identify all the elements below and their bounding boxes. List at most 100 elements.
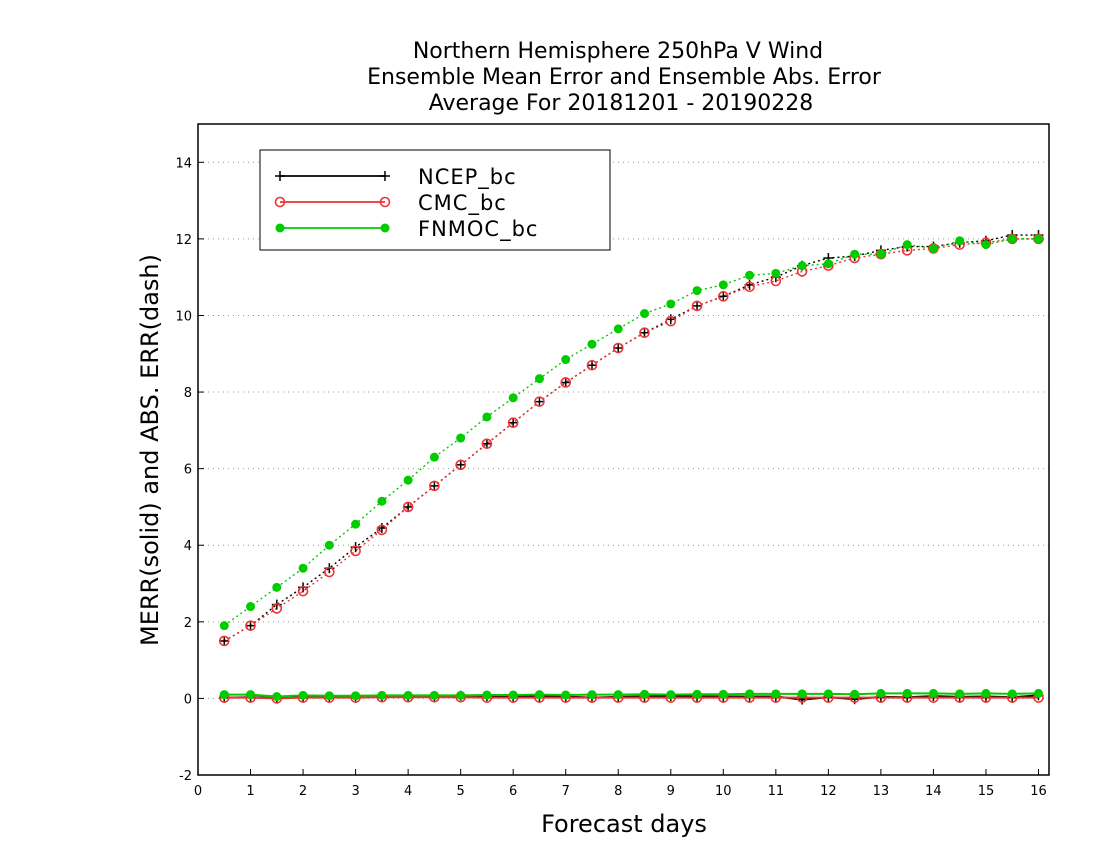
filled-circle-marker <box>351 519 361 529</box>
filled-circle-marker <box>561 355 571 365</box>
x-tick-label: 15 <box>978 784 995 799</box>
x-tick-label: 1 <box>246 784 254 799</box>
filled-circle-marker <box>876 249 886 259</box>
series-CMC_bc-mean-error <box>224 696 1039 700</box>
abs-error-line <box>223 238 1039 642</box>
x-tick-label: 3 <box>351 784 359 799</box>
filled-circle-marker <box>876 688 886 698</box>
filled-circle-marker <box>219 690 229 700</box>
open-circle-marker <box>218 635 230 647</box>
filled-circle-marker <box>377 496 387 506</box>
x-axis-label: Forecast days <box>541 810 707 838</box>
open-circle-marker <box>402 501 414 513</box>
filled-circle-marker <box>902 688 912 698</box>
open-circle-marker <box>718 291 729 302</box>
filled-circle-marker <box>666 299 676 309</box>
filled-circle-marker <box>955 236 965 246</box>
x-tick-label: 0 <box>194 784 202 799</box>
open-circle-marker <box>274 196 286 208</box>
y-tick-label: 6 <box>184 463 192 478</box>
filled-circle-marker <box>377 690 387 700</box>
x-tick-label: 12 <box>820 784 837 799</box>
open-circle-marker <box>586 359 598 371</box>
series-group <box>218 230 1044 705</box>
filled-circle-marker <box>275 223 285 233</box>
open-circle-marker <box>560 377 572 388</box>
filled-circle-marker <box>324 540 334 550</box>
filled-circle-marker <box>718 280 728 290</box>
abs-error-line <box>223 238 1039 627</box>
filled-circle-marker <box>403 690 413 700</box>
x-tick-label: 13 <box>873 784 890 799</box>
filled-circle-marker <box>246 690 256 700</box>
y-tick-label: 4 <box>184 539 192 554</box>
legend-item-FNMOC_bc: FNMOC_bc <box>275 217 538 242</box>
legend-box <box>259 149 611 251</box>
filled-circle-marker <box>955 689 965 699</box>
x-tick-label: 10 <box>715 784 732 799</box>
open-circle-marker <box>455 459 466 471</box>
x-tick-label: 9 <box>667 784 675 799</box>
chart-title-line-3: Average For 20181201 - 20190228 <box>429 91 814 116</box>
y-tick-label: -2 <box>179 769 192 784</box>
series-FNMOC_bc-abs-error <box>223 238 1039 627</box>
y-axis-label: MERR(solid) and ABS. ERR(dash) <box>136 254 164 646</box>
y-tick-label: 2 <box>184 616 192 631</box>
filled-circle-marker <box>1007 689 1017 699</box>
open-circle-marker <box>271 603 283 614</box>
series-CMC_bc-abs-error <box>223 238 1039 642</box>
filled-circle-marker <box>587 339 597 349</box>
open-circle-marker <box>744 281 755 293</box>
filled-circle-marker <box>534 374 544 384</box>
legend-label: FNMOC_bc <box>418 217 538 242</box>
y-axis-ticks: -2 0 2 4 6 8 10 12 14 <box>175 156 204 784</box>
y-tick-label: 14 <box>175 156 192 171</box>
open-circle-marker <box>376 524 388 536</box>
x-tick-label: 8 <box>614 784 622 799</box>
filled-circle-marker <box>219 621 229 631</box>
filled-circle-marker <box>298 563 308 573</box>
filled-circle-marker <box>745 689 755 699</box>
filled-circle-marker <box>272 691 282 701</box>
filled-circle-marker <box>482 412 492 422</box>
filled-circle-marker <box>272 582 282 592</box>
filled-circle-marker <box>508 393 518 403</box>
open-circle-marker <box>665 315 677 327</box>
filled-circle-marker <box>981 688 991 698</box>
filled-circle-marker <box>823 259 833 269</box>
mean-error-line <box>224 696 1039 700</box>
filled-circle-marker <box>380 223 390 233</box>
filled-circle-marker <box>429 452 439 462</box>
x-axis-ticks: 0 1 2 3 4 5 6 7 8 9 10 11 12 13 14 15 16 <box>194 769 1047 799</box>
open-circle-marker <box>612 342 624 354</box>
filled-circle-marker <box>850 249 860 259</box>
x-tick-label: 11 <box>768 784 785 799</box>
filled-circle-marker <box>745 270 755 280</box>
filled-circle-marker <box>692 286 702 296</box>
y-tick-label: 12 <box>175 233 192 248</box>
filled-circle-marker <box>692 689 702 699</box>
filled-circle-marker <box>534 690 544 700</box>
open-circle-marker <box>481 438 493 450</box>
chart-title-line-1: Northern Hemisphere 250hPa V Wind <box>413 39 823 64</box>
filled-circle-marker <box>246 602 256 612</box>
filled-circle-marker <box>797 689 807 699</box>
open-circle-marker <box>350 545 361 557</box>
open-circle-marker <box>691 300 703 312</box>
series-FNMOC_bc-markers <box>219 234 1043 701</box>
filled-circle-marker <box>429 690 439 700</box>
filled-circle-marker <box>666 690 676 700</box>
filled-circle-marker <box>351 691 361 701</box>
x-tick-label: 14 <box>925 784 942 799</box>
filled-circle-marker <box>298 690 308 700</box>
filled-circle-marker <box>1033 688 1043 698</box>
open-circle-marker <box>245 620 256 631</box>
filled-circle-marker <box>640 689 650 699</box>
filled-circle-marker <box>1007 234 1017 244</box>
filled-circle-marker <box>981 240 991 250</box>
open-circle-marker <box>534 396 545 407</box>
filled-circle-marker <box>456 690 466 700</box>
series-NCEP_bc-abs-error <box>223 234 1039 642</box>
